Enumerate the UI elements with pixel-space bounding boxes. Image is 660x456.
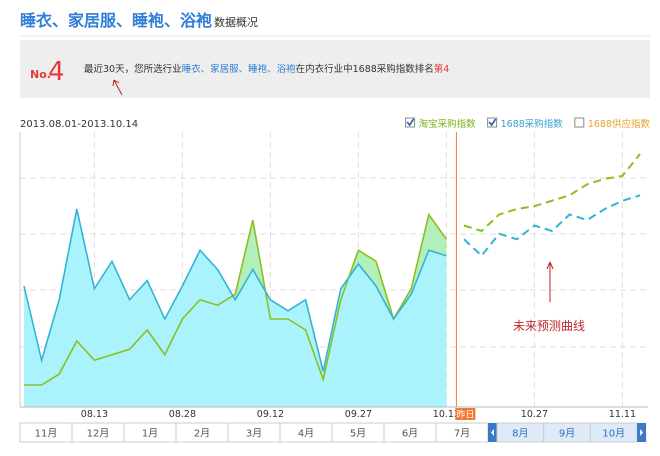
x-tick-label: 08.13	[81, 409, 108, 420]
rank-prefix: No.	[30, 68, 51, 81]
annotation: 未来预测曲线	[513, 319, 585, 333]
nav-month: 11月	[35, 428, 58, 440]
nav-month: 9月	[559, 428, 575, 440]
forecast-line	[463, 153, 641, 233]
legend-checkbox[interactable]	[574, 117, 585, 128]
split-badge	[455, 408, 476, 420]
x-tick-label: 08.28	[169, 409, 196, 420]
rank-segment: 在内衣行业中1688采购指数排名	[296, 63, 434, 75]
rank-segment: 睡衣、家居服、睡袍、浴袍	[182, 63, 297, 75]
legend-checkbox[interactable]	[487, 117, 498, 128]
legend-check	[488, 118, 497, 127]
nav-handle-arrow	[640, 429, 644, 436]
nav-handle-arrow	[491, 429, 494, 436]
line	[24, 212, 448, 386]
nav-month: 7月	[454, 428, 470, 440]
x-tick-label: 11.11	[609, 409, 636, 420]
nav-month: 2月	[194, 428, 210, 440]
line	[23, 208, 447, 372]
forecast-line	[463, 194, 641, 258]
date-range: 2013.08.01-2013.10.14	[20, 119, 138, 130]
x-tick-label: 09.12	[257, 409, 284, 420]
x-tick-label: 09.27	[345, 409, 372, 420]
page-title: 睡衣、家居服、睡袍、浴袍	[20, 11, 212, 30]
nav-month: 8月	[512, 428, 528, 440]
split-label: 昨日	[456, 409, 474, 421]
nav-month: 6月	[402, 428, 418, 440]
nav-month: 3月	[246, 428, 262, 440]
legend-label: 淘宝采购指数	[419, 118, 477, 130]
legend-check	[406, 118, 415, 127]
pointer-arrow	[112, 79, 123, 96]
rank-segment: 第4	[434, 63, 450, 75]
legend-checkbox[interactable]	[405, 117, 416, 128]
x-tick-label: 10.12	[433, 409, 460, 420]
nav-month: 5月	[350, 428, 366, 440]
nav-month: 4月	[298, 428, 314, 440]
rank-segment: 最近30天，您所选行业	[84, 63, 182, 75]
info-box	[20, 40, 650, 98]
legend-label: 1688采购指数	[501, 118, 564, 130]
nav-month: 1月	[142, 428, 158, 440]
x-tick-label: 10.27	[521, 409, 548, 420]
legend-label: 1688供应指数	[588, 118, 651, 130]
nav-month: 10月	[602, 428, 625, 440]
area	[24, 209, 447, 407]
nav-month: 12月	[87, 428, 110, 440]
annotation-arrow	[546, 261, 554, 302]
grid	[19, 132, 648, 407]
rank-number: 4	[48, 57, 65, 87]
page-subtitle: 数据概况	[214, 15, 258, 29]
rank-text: 最近30天，您所选行业睡衣、家居服、睡袍、浴袍在内衣行业中1688采购指数排名第…	[84, 63, 449, 75]
